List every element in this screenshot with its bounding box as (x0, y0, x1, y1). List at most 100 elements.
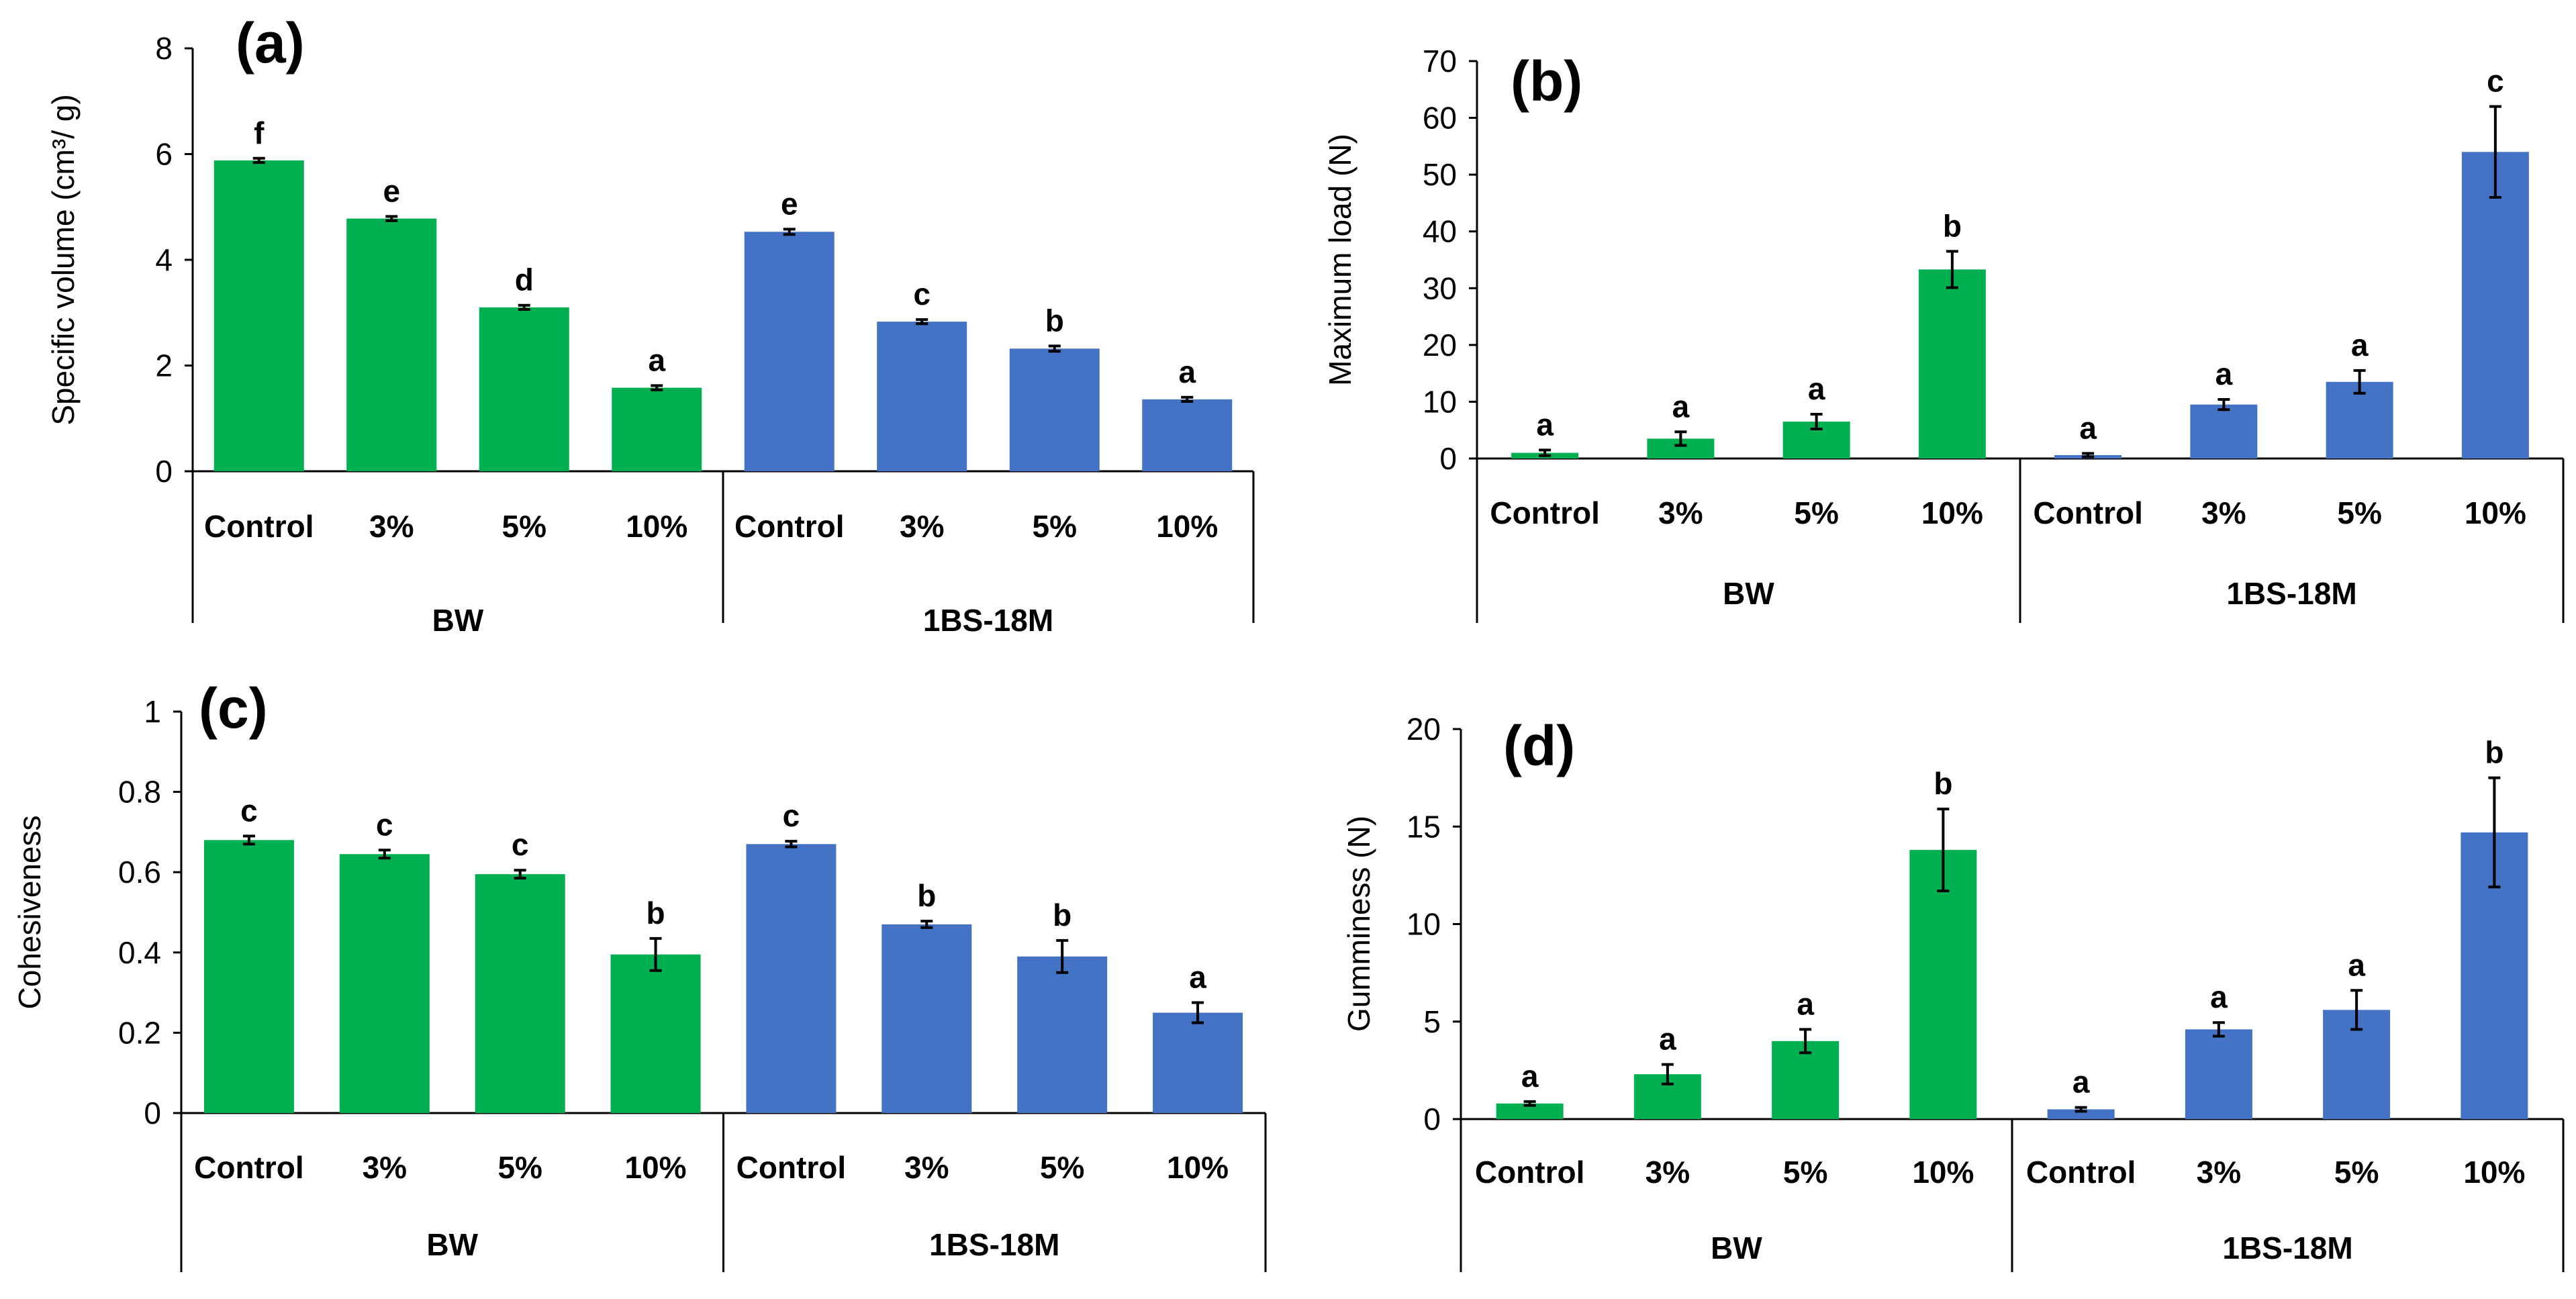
x-category-label: Control (734, 509, 845, 544)
significance-label: b (1943, 208, 1962, 243)
x-category-label: 10% (2465, 495, 2526, 530)
y-tick-label: 0.2 (118, 1015, 161, 1050)
x-category-label: 3% (2197, 1155, 2241, 1190)
panel-label: (d) (1503, 714, 1575, 777)
panel-label: (b) (1511, 50, 1582, 113)
y-axis-title: Maximum load (N) (1323, 134, 1357, 386)
significance-label: a (1189, 960, 1206, 995)
y-tick-label: 10 (1423, 384, 1457, 419)
x-group-label: 1BS-18M (2222, 1231, 2352, 1265)
significance-label: a (2210, 979, 2228, 1014)
x-category-label: 3% (1645, 1155, 1690, 1190)
x-category-label: 3% (904, 1150, 949, 1185)
x-category-label: 5% (502, 509, 546, 544)
bar-bw-3 (612, 387, 702, 471)
bar-1bs-18m-2 (1017, 956, 1108, 1113)
y-tick-label: 0 (144, 1096, 161, 1130)
panel-label: (c) (199, 677, 268, 740)
x-category-label: Control (2026, 1155, 2136, 1190)
significance-label: a (1808, 371, 1825, 406)
x-category-label: 3% (900, 509, 944, 544)
x-category-label: Control (2033, 495, 2143, 530)
y-tick-label: 0 (155, 454, 173, 489)
bar-1bs-18m-3 (1153, 1012, 1243, 1113)
x-category-label: 5% (2334, 1155, 2379, 1190)
bar-1bs-18m-3 (1142, 399, 1233, 471)
y-tick-label: 0.6 (118, 855, 161, 889)
x-category-label: 5% (2337, 495, 2381, 530)
x-category-label: 5% (497, 1150, 542, 1185)
y-tick-label: 50 (1423, 157, 1457, 192)
chart-panel-b: 0 10 20 30 40 50 60 70 a Control a 3% a 5% b 10% BW a Cont… (1323, 44, 2565, 623)
y-tick-label: 2 (155, 348, 173, 383)
x-group-label: BW (1711, 1231, 1762, 1265)
significance-label: a (1536, 407, 1554, 442)
significance-label: d (515, 262, 534, 297)
x-category-label: 10% (626, 509, 687, 544)
bar-1bs-18m-0 (744, 232, 834, 471)
x-category-label: 5% (1040, 1150, 1084, 1185)
x-category-label: Control (1490, 495, 1600, 530)
significance-label: c (240, 793, 258, 828)
significance-label: b (1045, 303, 1064, 338)
chart-panel-c: 0 0.2 0.4 0.6 0.8 1 c Control c 3% c 5% b 10% BW c Contr… (12, 677, 1267, 1272)
bar-bw-0 (203, 840, 294, 1113)
significance-label: b (917, 878, 936, 913)
significance-label: b (1053, 898, 1071, 932)
y-tick-label: 60 (1423, 101, 1457, 136)
y-tick-label: 30 (1423, 271, 1457, 305)
bar-bw-3 (1909, 850, 1977, 1119)
y-tick-label: 70 (1423, 44, 1457, 79)
y-axis-title: Gumminess (N) (1341, 816, 1376, 1032)
significance-label: a (1521, 1059, 1539, 1094)
significance-label: c (783, 798, 800, 833)
significance-label: a (2215, 356, 2233, 391)
x-category-label: Control (194, 1150, 304, 1185)
x-group-label: BW (1723, 576, 1774, 611)
x-category-label: 5% (1794, 495, 1838, 530)
significance-label: a (2079, 410, 2097, 445)
x-category-label: Control (204, 509, 314, 544)
x-group-label: 1BS-18M (2226, 576, 2356, 611)
bar-bw-0 (1496, 1103, 1564, 1119)
x-category-label: Control (1475, 1155, 1585, 1190)
x-category-label: 3% (2201, 495, 2246, 530)
significance-label: a (1672, 389, 1690, 424)
y-tick-label: 15 (1406, 809, 1441, 844)
y-tick-label: 5 (1423, 1004, 1441, 1039)
x-group-label: BW (432, 603, 484, 638)
bar-bw-1 (346, 218, 437, 471)
x-category-label: 5% (1033, 509, 1077, 544)
significance-label: a (2072, 1065, 2090, 1100)
x-category-label: 10% (2463, 1155, 2525, 1190)
x-category-label: 10% (1912, 1155, 1974, 1190)
bar-bw-0 (213, 160, 304, 471)
bar-1bs-18m-1 (877, 322, 967, 471)
y-tick-label: 40 (1423, 214, 1457, 249)
bar-bw-1 (339, 854, 430, 1113)
significance-label: e (781, 186, 798, 221)
significance-label: a (2348, 947, 2365, 982)
y-axis-title: Specific volume (cm³/ g) (46, 94, 81, 425)
significance-label: c (2487, 64, 2504, 99)
significance-label: b (1934, 766, 1952, 801)
chart-panel-d: 0 5 10 15 20 a Control a 3% a 5% b 10% BW a Control a 3% a… (1341, 712, 2565, 1272)
significance-label: b (2485, 735, 2503, 770)
y-tick-label: 0.8 (118, 775, 161, 810)
significance-label: e (383, 173, 400, 208)
significance-label: a (2351, 328, 2369, 363)
bar-1bs-18m-0 (746, 844, 837, 1113)
y-tick-label: 4 (155, 242, 173, 277)
x-category-label: 3% (1658, 495, 1703, 530)
x-category-label: 5% (1783, 1155, 1827, 1190)
significance-label: c (512, 827, 529, 862)
bar-1bs-18m-2 (1009, 348, 1100, 471)
significance-label: a (1178, 354, 1196, 389)
y-tick-label: 8 (155, 31, 173, 66)
y-axis-title: Cohesiveness (12, 816, 47, 1010)
y-tick-label: 0 (1439, 441, 1457, 476)
significance-label: c (913, 277, 931, 311)
x-category-label: 10% (1156, 509, 1218, 544)
x-category-label: 10% (625, 1150, 687, 1185)
